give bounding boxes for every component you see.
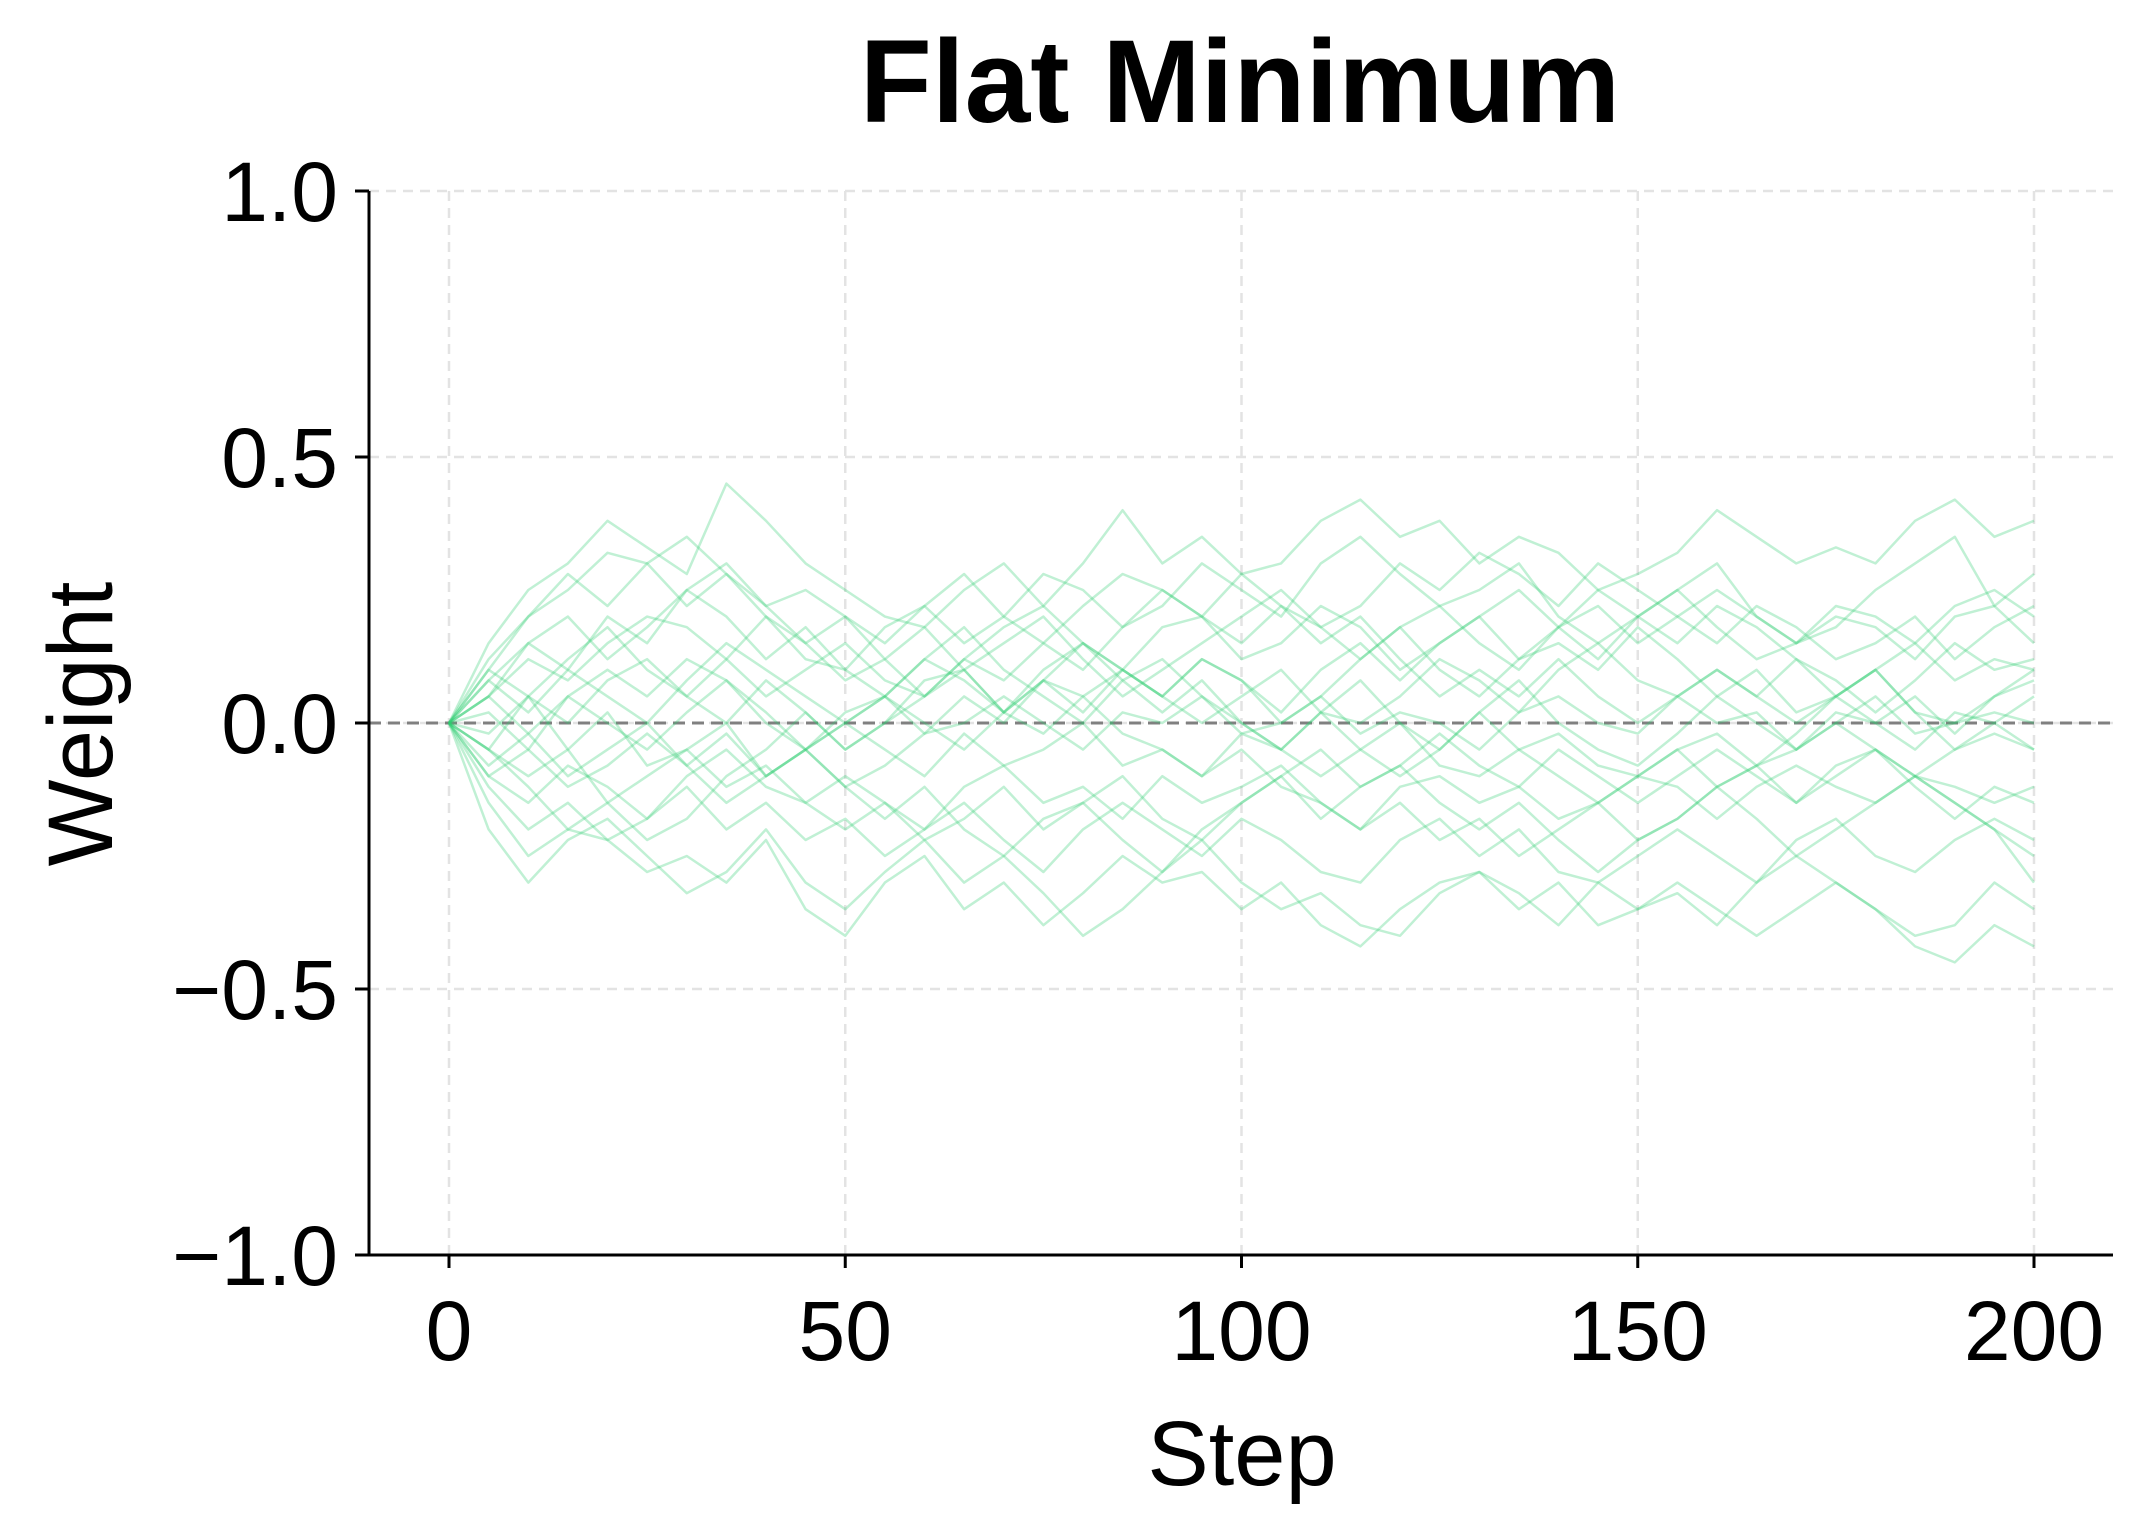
series-line [447,722,2035,964]
series-line [448,588,2035,725]
series-line [448,572,2035,842]
y-ticks: 1.0 0.5 0.0 −0.5 −1.0 [172,145,369,1303]
y-tick-label: 1.0 [221,145,338,239]
y-tick-label: 0.0 [221,677,338,771]
series-line [447,535,2035,724]
x-axis-label: Step [1147,1403,1336,1505]
chart-title: Flat Minimum [860,16,1620,148]
series-line [447,615,2035,805]
x-tick-label: 50 [799,1284,892,1378]
y-tick-label: −1.0 [172,1209,338,1303]
series-line [447,722,2035,948]
y-tick-label: 0.5 [221,411,338,505]
series-lines [447,482,2036,964]
series-line [447,722,2035,884]
series-line [447,482,2035,724]
series-line [448,657,2036,884]
x-ticks: 0 50 100 150 200 [426,1255,2104,1378]
series-line [447,722,2035,831]
series-line [448,641,2035,751]
y-axis-label: Weight [30,582,132,867]
x-tick-label: 100 [1171,1284,1311,1378]
series-line [448,721,2035,858]
series-line [448,625,2035,725]
series-line [448,721,2035,778]
x-tick-label: 0 [426,1284,473,1378]
series-line [448,588,2035,767]
series-line [448,695,2035,874]
series-line [448,551,2035,724]
series-line [447,588,2035,805]
series-line [447,535,2035,724]
series-line [448,679,2035,751]
x-tick-label: 200 [1964,1284,2104,1378]
x-tick-label: 150 [1568,1284,1708,1378]
y-tick-label: −0.5 [172,943,338,1037]
